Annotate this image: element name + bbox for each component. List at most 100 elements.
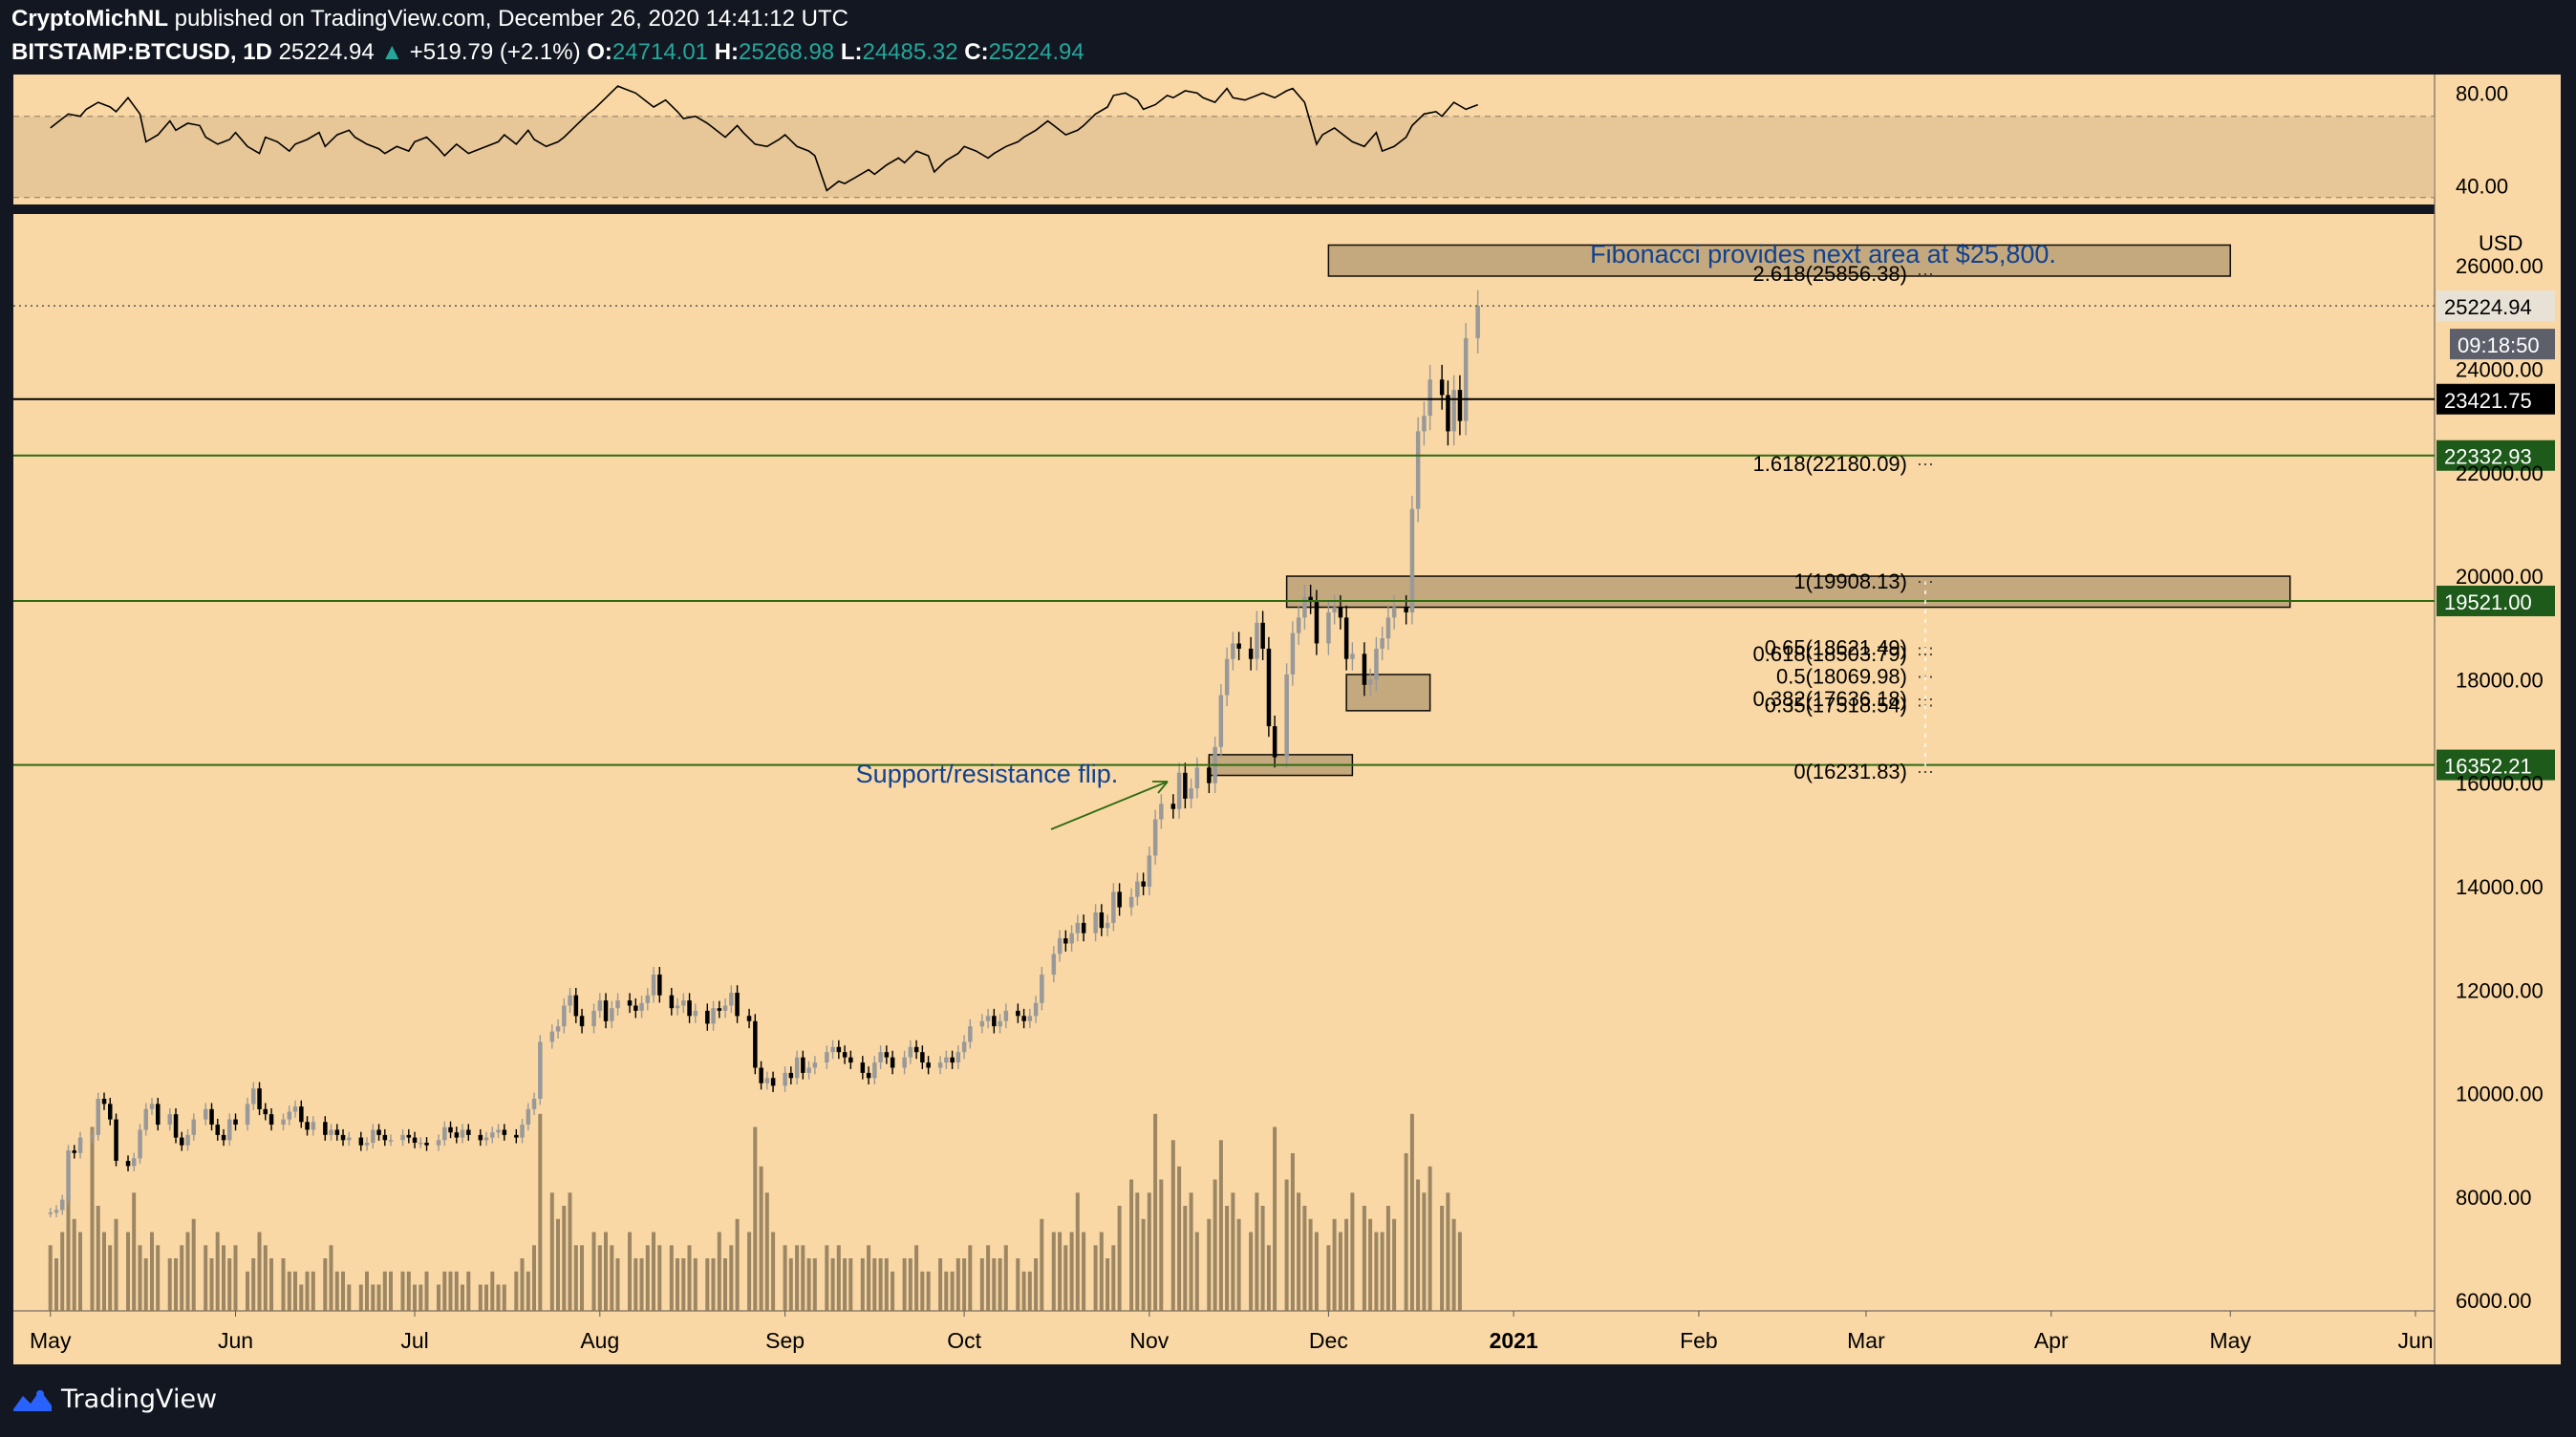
- volume-bar: [174, 1258, 178, 1311]
- price-tick-label: 22000.00: [2456, 461, 2544, 485]
- volume-bar: [1183, 1206, 1188, 1311]
- candle-body: [639, 1002, 644, 1011]
- price-tick-label: 12000.00: [2456, 978, 2544, 1002]
- fib-labels: 2.618(25856.38) ··· 1.618(22180.09) ··· 1(19…: [1753, 262, 1934, 783]
- volume-bar: [568, 1192, 572, 1312]
- volume-bar: [382, 1271, 387, 1312]
- price-axis[interactable]: 80.00 40.00 23421.75 22332.93 19521.00 16352.…: [2436, 81, 2555, 1313]
- candle-body: [1159, 804, 1164, 820]
- candle-body: [1063, 938, 1068, 944]
- fib-zone: [1285, 575, 2291, 609]
- candle-body: [448, 1126, 453, 1133]
- volume-bar: [376, 1284, 381, 1311]
- publish-text: published on TradingView.com, December 2…: [174, 6, 848, 32]
- volume-bar: [1159, 1179, 1164, 1311]
- volume-bar: [1297, 1192, 1301, 1312]
- currency-label[interactable]: USD: [2479, 231, 2522, 255]
- line-price-tag: [2436, 585, 2555, 616]
- author-name[interactable]: CryptoMichNL: [11, 6, 168, 32]
- candle-body: [299, 1106, 304, 1123]
- volume-bar: [1392, 1218, 1397, 1312]
- volume-bar: [628, 1232, 632, 1311]
- volume-bar: [884, 1258, 889, 1311]
- candle-body: [1290, 633, 1296, 675]
- fib-level-dots: ···: [1917, 644, 1934, 663]
- line-price-label: 16352.21: [2444, 755, 2532, 779]
- volume-bar: [764, 1192, 769, 1312]
- candle-body: [717, 1008, 722, 1011]
- volume-bar: [591, 1232, 596, 1311]
- volume-bar: [437, 1284, 440, 1311]
- candle-body: [878, 1052, 883, 1062]
- candle-body: [573, 995, 579, 1017]
- candle-body: [610, 1008, 614, 1021]
- candle-body: [627, 1000, 633, 1006]
- line-price-label: 22332.93: [2444, 445, 2532, 469]
- candle-body: [72, 1150, 76, 1153]
- candle-body: [382, 1134, 388, 1141]
- tradingview-brand[interactable]: TradingView: [11, 1384, 217, 1414]
- symbol-name[interactable]: BITSTAMP:BTCUSD, 1D: [11, 39, 272, 65]
- volume-bar: [365, 1271, 369, 1312]
- volume-bar: [347, 1284, 352, 1311]
- candle-body: [268, 1114, 274, 1125]
- candle-body: [562, 1005, 567, 1027]
- publish-info: CryptoMichNL published on TradingView.co…: [11, 6, 848, 32]
- volume-bar: [843, 1258, 848, 1311]
- fib-level-label: 1.618(22180.09): [1753, 452, 1907, 476]
- volume-bar: [711, 1258, 716, 1311]
- close-label: C:: [964, 39, 989, 65]
- candle-body: [1207, 767, 1212, 783]
- volume-bar: [143, 1258, 148, 1311]
- volume-bar: [723, 1258, 727, 1311]
- candle-body: [132, 1158, 137, 1167]
- open-label: O:: [587, 39, 612, 65]
- volume-bar: [825, 1245, 829, 1312]
- fib-level-dots: ···: [1917, 667, 1934, 686]
- fib-zone: [1327, 244, 2231, 277]
- volume-bar: [1218, 1140, 1223, 1312]
- candle-body: [1051, 954, 1057, 976]
- candle-body: [1189, 788, 1193, 799]
- volume-bar: [549, 1192, 554, 1312]
- volume-bar: [461, 1284, 464, 1311]
- candle-body: [1099, 912, 1105, 929]
- candle-body: [1272, 726, 1277, 758]
- candle-body: [902, 1057, 907, 1068]
- volume-bar: [323, 1258, 328, 1311]
- volume-bar: [454, 1271, 459, 1312]
- candle-body: [764, 1078, 770, 1083]
- time-tick-label: Apr: [2034, 1328, 2069, 1353]
- candle-body: [442, 1126, 447, 1141]
- price-tick-label: 8000.00: [2456, 1186, 2532, 1210]
- candle-body: [950, 1057, 955, 1063]
- volume-bar: [926, 1271, 931, 1312]
- candle-body: [1147, 855, 1152, 887]
- candle-body: [998, 1020, 1002, 1027]
- candle-body: [979, 1020, 985, 1027]
- candle-body: [1350, 654, 1355, 659]
- candle-body: [836, 1046, 842, 1053]
- candle-body: [1255, 622, 1259, 659]
- volume-bar: [526, 1271, 530, 1312]
- candle-body: [1081, 922, 1086, 933]
- candle-body: [108, 1104, 113, 1120]
- line-price-tag: [2436, 440, 2555, 471]
- candle-body: [1021, 1016, 1026, 1021]
- candle-body: [985, 1016, 991, 1021]
- candle-body: [830, 1046, 835, 1053]
- candle-body: [143, 1108, 148, 1130]
- volume-bar: [1422, 1192, 1427, 1312]
- volume-bar: [287, 1271, 291, 1312]
- time-axis[interactable]: May Jun Jul Aug Sep Oct Nov Dec 2021 Feb Mar Apr May…: [30, 1311, 2434, 1353]
- volume-bar: [1117, 1206, 1122, 1311]
- candle-body: [645, 995, 651, 1003]
- volume-bar: [759, 1166, 763, 1312]
- candle-body: [705, 1010, 710, 1024]
- volume-bar: [478, 1284, 483, 1311]
- candle-body: [48, 1212, 53, 1214]
- volume-bar: [962, 1258, 967, 1311]
- candle-body: [204, 1108, 208, 1120]
- candle-body: [968, 1026, 973, 1042]
